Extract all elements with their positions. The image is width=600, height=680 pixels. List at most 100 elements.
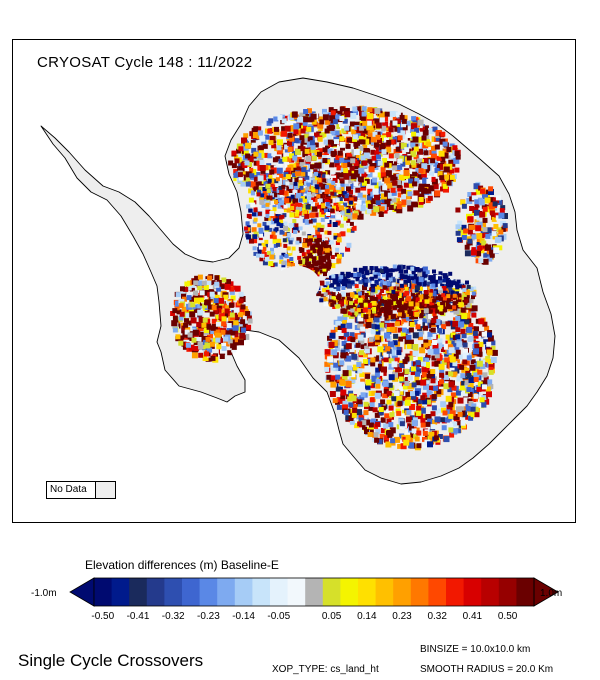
- map-cell: [399, 280, 404, 285]
- map-cell: [397, 388, 404, 395]
- map-cell: [316, 194, 321, 199]
- map-cell: [438, 363, 445, 370]
- map-cell: [343, 173, 350, 180]
- map-cell: [446, 147, 452, 152]
- map-cell: [406, 296, 412, 302]
- map-cell: [384, 200, 391, 207]
- map-cell: [415, 172, 421, 178]
- map-cell: [256, 253, 260, 258]
- map-cell: [359, 110, 364, 116]
- map-cell: [413, 154, 419, 160]
- map-cell: [364, 419, 370, 426]
- map-cell: [483, 358, 489, 364]
- map-cell: [482, 372, 488, 378]
- map-cell: [470, 249, 477, 256]
- map-cell: [366, 208, 372, 214]
- map-cell: [300, 196, 305, 201]
- map-cell: [340, 352, 347, 359]
- map-cell: [346, 305, 351, 310]
- map-cell: [334, 139, 339, 145]
- map-cell: [351, 353, 358, 360]
- map-cell: [345, 246, 351, 252]
- map-cell: [476, 215, 482, 221]
- map-cell: [362, 285, 367, 291]
- map-cell: [322, 250, 327, 255]
- map-cell: [329, 184, 335, 190]
- map-cell: [381, 370, 387, 376]
- map-cell: [336, 124, 342, 130]
- map-cell: [348, 189, 353, 195]
- map-cell: [379, 269, 384, 273]
- map-cell: [273, 129, 280, 136]
- map-cell: [215, 314, 221, 320]
- map-cell: [491, 231, 497, 237]
- map-cell: [339, 205, 345, 211]
- map-cell: [178, 303, 184, 309]
- map-cell: [184, 317, 189, 323]
- colorbar-swatch: [287, 578, 306, 606]
- map-cell: [386, 147, 392, 153]
- map-cell: [352, 404, 358, 409]
- map-cell: [339, 379, 346, 386]
- map-cell: [256, 126, 262, 132]
- map-cell: [325, 159, 330, 165]
- map-cell: [267, 178, 272, 183]
- map-cell: [339, 217, 345, 223]
- map-cell: [203, 328, 209, 333]
- map-cell: [417, 384, 423, 390]
- map-cell: [379, 322, 385, 328]
- map-cell: [392, 165, 398, 171]
- map-cell: [476, 402, 482, 408]
- map-cell: [337, 110, 343, 116]
- map-cell: [441, 407, 446, 413]
- map-cell: [411, 279, 416, 284]
- map-cell: [440, 157, 446, 163]
- map-cell: [443, 436, 450, 443]
- map-cell: [480, 363, 486, 369]
- map-cell: [385, 346, 391, 352]
- map-cell: [405, 423, 411, 429]
- map-cell: [290, 203, 295, 208]
- map-cell: [387, 299, 392, 304]
- map-cell: [307, 117, 313, 123]
- map-cell: [400, 413, 407, 420]
- map-cell: [328, 181, 334, 187]
- map-cell: [448, 423, 454, 429]
- map-cell: [238, 323, 245, 330]
- map-cell: [345, 380, 352, 387]
- map-cell: [210, 355, 216, 361]
- map-cell: [324, 128, 330, 134]
- map-cell: [349, 301, 353, 306]
- map-cell: [442, 183, 448, 189]
- map-cell: [366, 309, 371, 313]
- map-cell: [256, 160, 262, 166]
- map-cell: [181, 325, 187, 331]
- map-cell: [218, 297, 224, 304]
- map-cell: [423, 286, 427, 291]
- map-cell: [401, 122, 406, 128]
- map-cell: [418, 294, 424, 300]
- map-cell: [464, 244, 470, 250]
- map-cell: [455, 349, 461, 355]
- map-cell: [451, 340, 457, 346]
- map-cell: [488, 202, 495, 209]
- map-cell: [415, 324, 421, 330]
- map-cell: [403, 284, 408, 289]
- map-cell: [198, 349, 204, 355]
- map-cell: [424, 331, 430, 337]
- map-cell: [408, 442, 415, 449]
- map-cell: [310, 202, 315, 207]
- colorbar-swatch: [129, 578, 148, 606]
- map-cell: [359, 339, 365, 345]
- map-cell: [473, 333, 479, 339]
- map-cell: [272, 157, 278, 163]
- map-cell: [191, 352, 198, 359]
- map-cell: [298, 179, 303, 184]
- map-cell: [321, 242, 326, 247]
- map-cell: [339, 157, 345, 163]
- map-cell: [272, 207, 277, 212]
- map-cell: [339, 275, 344, 280]
- map-cell: [324, 366, 330, 372]
- map-cell: [358, 145, 364, 151]
- map-cell: [305, 155, 312, 162]
